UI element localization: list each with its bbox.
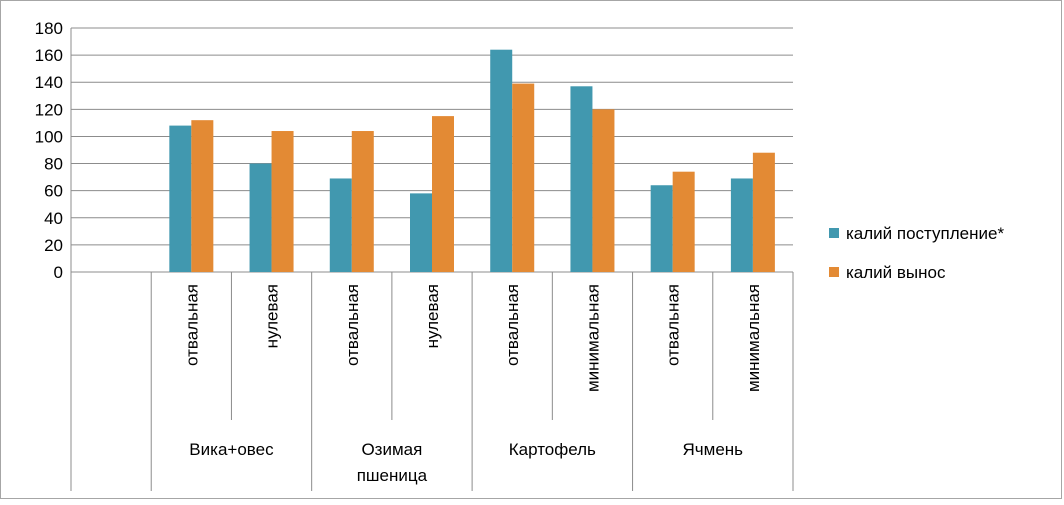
y-tick-label: 60 <box>44 182 63 201</box>
bar-vynos <box>752 152 775 272</box>
y-tick-label: 100 <box>35 127 63 146</box>
bar-vynos <box>191 120 214 272</box>
bar-postuplenie <box>329 178 352 272</box>
bar-postuplenie <box>490 49 513 272</box>
bar-postuplenie <box>410 193 432 272</box>
bar-vynos <box>351 131 374 272</box>
x-group-label: Картофель <box>509 440 596 459</box>
x-group-label: Ячмень <box>683 440 744 459</box>
x-group-label: пшеница <box>357 466 428 485</box>
bar-vynos <box>672 171 695 272</box>
bar-vynos <box>271 131 294 272</box>
x-sub-label: отвальная <box>343 284 362 366</box>
y-tick-label: 0 <box>54 263 63 282</box>
y-tick-label: 20 <box>44 236 63 255</box>
bar-vynos <box>432 116 454 272</box>
legend-swatch <box>829 228 839 238</box>
x-group-label: Вика+овес <box>189 440 274 459</box>
y-tick-label: 180 <box>35 19 63 38</box>
bar-postuplenie <box>650 185 673 272</box>
legend-swatch <box>829 267 839 277</box>
x-group-label: Озимая <box>361 440 422 459</box>
bar-postuplenie <box>570 86 593 273</box>
x-sub-label: минимальная <box>744 284 763 392</box>
bar-vynos <box>512 83 535 272</box>
bar-postuplenie <box>249 163 272 272</box>
y-tick-label: 120 <box>35 100 63 119</box>
x-sub-label: нулевая <box>263 284 282 348</box>
x-sub-label: отвальная <box>182 284 201 366</box>
x-sub-label: отвальная <box>503 284 522 366</box>
x-sub-label: минимальная <box>583 284 602 392</box>
y-tick-label: 160 <box>35 46 63 65</box>
x-sub-label: отвальная <box>664 284 683 366</box>
y-tick-label: 140 <box>35 73 63 92</box>
bar-vynos <box>592 109 615 272</box>
legend-label: калий вынос <box>846 263 946 282</box>
legend-label: калий поступление* <box>846 224 1004 243</box>
y-tick-label: 80 <box>44 155 63 174</box>
bar-postuplenie <box>169 125 192 272</box>
bar-postuplenie <box>730 178 753 272</box>
y-tick-label: 40 <box>44 209 63 228</box>
x-sub-label: нулевая <box>423 284 442 348</box>
